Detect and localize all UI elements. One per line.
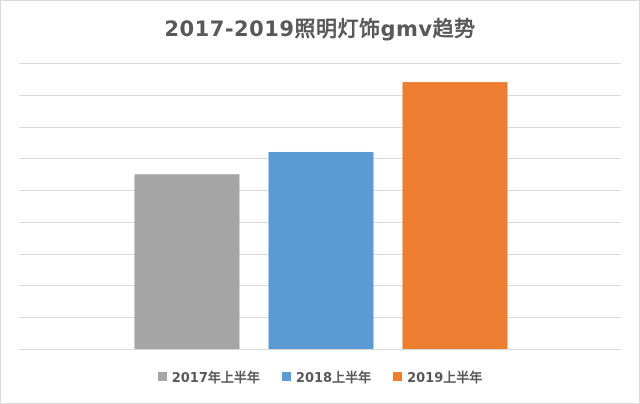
bars xyxy=(134,82,508,350)
legend-swatch xyxy=(281,372,291,381)
legend-item-3: 2019上半年 xyxy=(393,367,482,386)
bar-2 xyxy=(268,151,374,349)
legend-label: 2018上半年 xyxy=(295,371,372,386)
legend-item-1: 2017年上半年 xyxy=(157,367,260,386)
bar-3 xyxy=(402,82,508,350)
legend-swatch xyxy=(393,372,403,381)
legend-label: 2019上半年 xyxy=(407,371,483,386)
legend-swatch xyxy=(157,372,167,381)
bar-1 xyxy=(134,174,240,349)
legend: 2017年上半年 2018上半年 2019上半年 xyxy=(1,367,639,386)
legend-item-2: 2018上半年 xyxy=(281,367,372,386)
chart-title: 2017-2019照明灯饰gmv趋势 xyxy=(164,17,476,41)
legend-label: 2017年上半年 xyxy=(171,371,260,386)
